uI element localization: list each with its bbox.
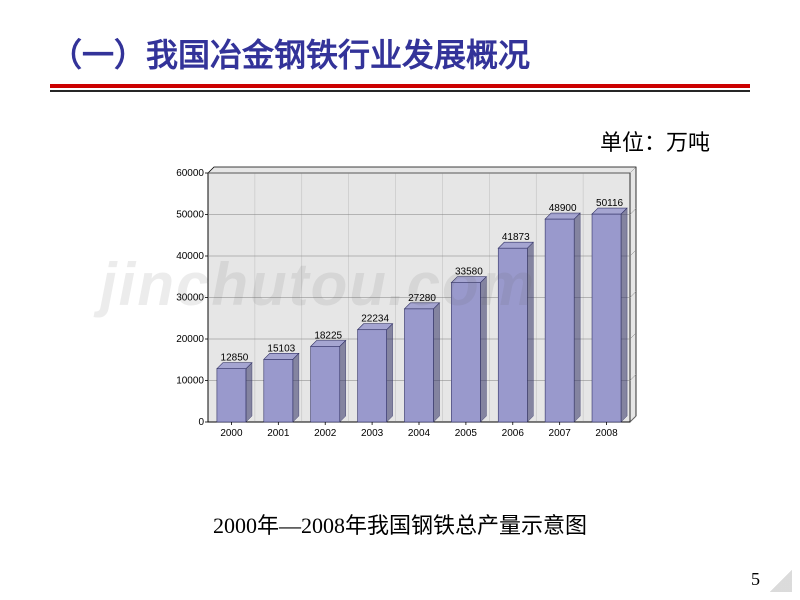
svg-text:33580: 33580 [455,267,483,278]
resize-corner-icon [770,570,792,592]
svg-text:15103: 15103 [267,343,295,354]
svg-text:0: 0 [198,417,204,428]
svg-text:2004: 2004 [408,428,431,439]
page-title: （一）我国冶金钢铁行业发展概况 [50,30,750,76]
svg-text:12850: 12850 [221,353,249,364]
page-number: 5 [751,569,760,590]
svg-text:10000: 10000 [176,376,204,387]
bar-chart: 0 10000 20000 30000 40000 50000 60000 12850 2000… [160,155,640,450]
chart-panel: 0 10000 20000 30000 40000 50000 60000 12850 2000… [160,155,640,450]
unit-label: 单位：万吨 [600,125,710,157]
rule-gray [50,90,750,92]
svg-text:20000: 20000 [176,334,204,345]
svg-text:18225: 18225 [314,330,342,341]
svg-text:2001: 2001 [267,428,290,439]
svg-text:2003: 2003 [361,428,384,439]
svg-text:22234: 22234 [361,314,389,325]
svg-text:40000: 40000 [176,251,204,262]
svg-text:41873: 41873 [502,232,530,243]
svg-text:2008: 2008 [595,428,618,439]
svg-text:2006: 2006 [502,428,525,439]
svg-text:50000: 50000 [176,210,204,221]
svg-text:2002: 2002 [314,428,337,439]
svg-text:2000: 2000 [220,428,243,439]
svg-text:60000: 60000 [176,168,204,179]
svg-text:2007: 2007 [549,428,572,439]
svg-text:50116: 50116 [596,198,624,209]
rule-red [50,84,750,88]
svg-text:30000: 30000 [176,293,204,304]
slide-container: （一）我国冶金钢铁行业发展概况 单位：万吨 0 10000 20000 30000 40… [0,0,800,600]
svg-text:2005: 2005 [455,428,478,439]
svg-text:48900: 48900 [549,203,577,214]
svg-text:27280: 27280 [408,293,436,304]
chart-caption: 2000年—2008年我国钢铁总产量示意图 [0,508,800,540]
